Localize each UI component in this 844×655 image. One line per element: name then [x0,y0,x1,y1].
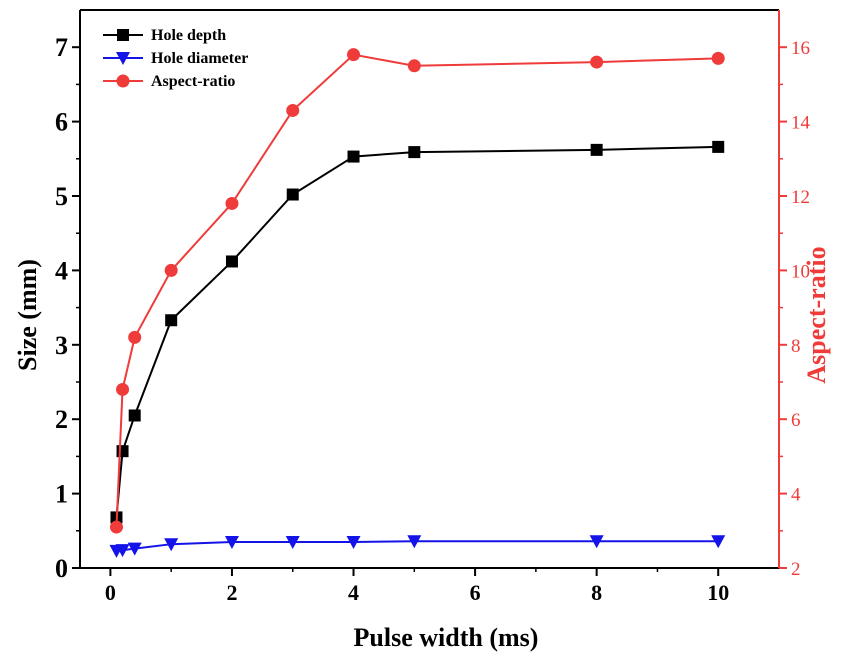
series-aspect-ratio [109,48,725,534]
data-point [407,59,421,73]
x-tick-label: 8 [591,580,602,605]
data-point [407,535,422,549]
y-left-tick-label: 3 [55,331,68,360]
legend-marker [117,29,129,41]
y-right-tick-label: 2 [791,559,801,580]
data-point [712,140,725,153]
series-line [116,540,719,552]
y-right-tick-label: 10 [791,261,810,282]
y-left-tick-label: 4 [55,256,68,285]
data-point [408,146,421,159]
x-tick-label: 0 [105,580,116,605]
data-point [286,103,300,117]
legend-label: Hole diameter [151,50,248,67]
data-point [590,55,604,69]
y-right-tick-label: 6 [791,410,801,431]
data-point [116,382,130,396]
data-point [225,196,239,210]
y-left-tick-label: 7 [55,33,68,62]
data-point [127,542,142,556]
data-point [128,409,141,422]
data-point [109,520,123,534]
data-point [590,143,603,156]
data-point [164,538,179,552]
legend-label: Hole depth [151,27,226,44]
axes [72,9,787,576]
series-line [115,53,719,528]
x-tick-label: 2 [226,580,237,605]
y-left-tick-label: 0 [55,554,68,583]
data-point [347,48,361,62]
y-left-tick-label: 6 [55,108,68,137]
data-point [128,330,142,344]
data-point [164,263,178,277]
y-right-tick-label: 12 [791,187,810,208]
x-tick-label: 10 [707,580,729,605]
legend-marker [116,52,130,65]
legend-marker [116,74,130,88]
legend: Hole depth Hole diameter Aspect-ratio [103,27,248,90]
series-hole-diameter [109,535,726,558]
data-point [346,535,361,549]
data-point [711,51,725,65]
y-left-tick-label: 2 [55,405,68,434]
data-point [286,188,299,201]
series-hole-depth [110,140,725,524]
data-point [116,445,129,458]
x-tick-label: 6 [470,580,481,605]
series-line [115,145,719,518]
data-point [225,255,238,268]
data-point [589,535,604,549]
y-left-tick-label: 1 [55,480,68,509]
data-point [347,150,360,163]
y-right-tick-label: 4 [791,485,801,506]
y-axis-right-label: Aspect-ratio [802,246,831,383]
data-point [165,314,178,327]
y-right-tick-label: 14 [791,113,811,134]
y-left-tick-label: 5 [55,182,68,211]
data-point [285,535,300,549]
data-point [224,535,239,549]
y-right-tick-label: 16 [791,38,810,59]
data-point [711,535,726,549]
y-right-tick-label: 8 [791,336,801,357]
x-tick-label: 4 [348,580,359,605]
data-series [109,48,726,558]
data-point [115,544,130,558]
legend-label: Aspect-ratio [151,73,235,90]
x-axis-label: Pulse width (ms) [354,623,539,652]
y-axis-left-label: Size (mm) [13,259,42,371]
